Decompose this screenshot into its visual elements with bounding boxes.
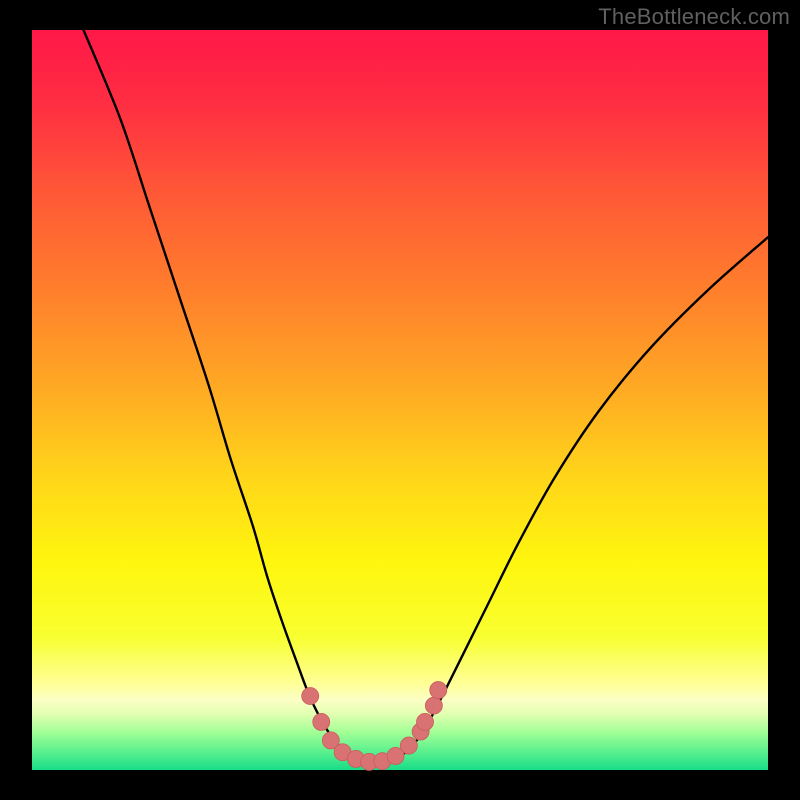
plot-area	[32, 30, 768, 770]
bottleneck-curve	[84, 30, 768, 762]
chart-canvas: TheBottleneck.com	[0, 0, 800, 800]
plot-overlay	[32, 30, 768, 770]
data-marker	[425, 697, 442, 714]
watermark-text: TheBottleneck.com	[598, 4, 790, 30]
data-marker	[313, 713, 330, 730]
data-marker	[302, 688, 319, 705]
data-marker	[430, 682, 447, 699]
data-marker	[417, 713, 434, 730]
data-marker	[400, 737, 417, 754]
